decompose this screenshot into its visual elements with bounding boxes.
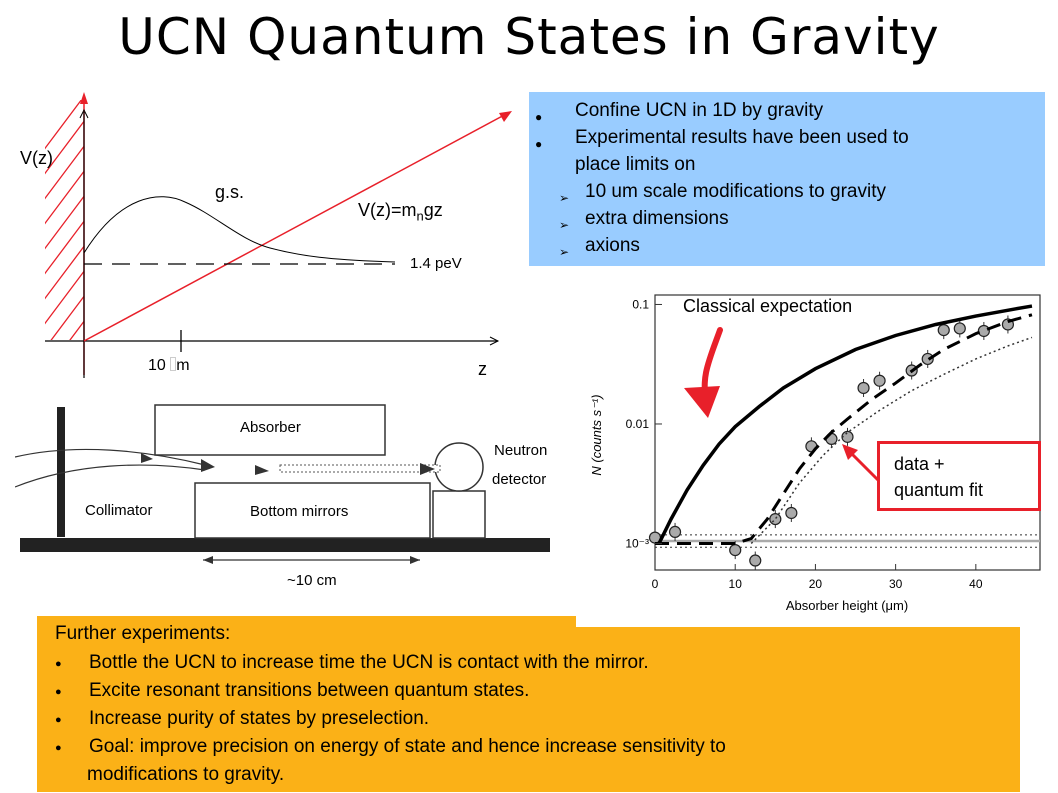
bottom-mirrors-block [194,482,431,539]
y-tick-label: 0.01 [626,417,650,431]
potential-axis-label: V(z) [20,148,53,168]
x-tick-label: 40 [969,577,983,591]
classical-expectation-label: Classical expectation [683,296,853,316]
wall-arrow-head [80,92,88,104]
collimator-label: Collimator [85,502,153,519]
bullet-continuation: place limits on [575,154,696,175]
x-tick-label: 20 [809,577,823,591]
bullet-item: ● Experimental results have been used to [535,127,909,151]
collimator-slit [57,407,65,537]
wall-hatching [45,100,84,340]
potential-line [83,112,509,342]
data-point [873,374,886,387]
plot-frame [654,294,1041,571]
ground-state-label: g.s. [215,182,245,202]
bottom-mirrors-label: Bottom mirrors [250,503,348,520]
data-point [857,381,870,395]
z-axis-label: z [478,359,487,379]
further-item: ● Increase purity of states by preselecti… [55,708,430,729]
count-rate-chart: 0 10 20 30 40 10⁻³ 0.01 0.1 Absorber height (μm… [589,294,1041,613]
energy-label: 1.4 peV [410,255,462,272]
x-tick-label: 10 [729,577,743,591]
y-axis-label: N (counts s⁻¹) [589,394,604,475]
data-point [937,324,950,337]
data-point [785,506,798,520]
further-item: ● Goal: improve precision on energy of st… [55,736,726,757]
sub-bullet-item: ➢ 10 um scale modifications to gravity [559,181,886,205]
y-tick-label: 0.1 [632,297,649,311]
further-heading: Further experiments: [55,623,231,644]
data-fit-annotation: data + quantum fit [877,441,1041,511]
data-point [921,352,934,366]
absorber-label: Absorber [240,419,301,436]
data-point [953,322,966,335]
potential-formula: V(z)=mngz [358,200,443,224]
data-point [668,525,682,539]
detector-sphere [434,442,484,492]
x-tick-label: 30 [889,577,903,591]
y-tick-label: 10⁻³ [625,536,649,550]
further-box [37,627,1020,792]
scale-label: 10 m [148,357,190,374]
further-item: ● Bottle the UCN to increase time the UCN… [55,652,649,673]
summary-box: ● Confine UCN in 1D by gravity ● Experimen… [529,92,1045,266]
base-plate [20,538,550,552]
x-tick-label: 0 [652,577,659,591]
potential-diagram [45,92,512,378]
sub-bullet-item: ➢ extra dimensions [559,208,729,232]
dotted-curve [750,336,1033,545]
data-point [769,512,782,526]
x-axis-label: Absorber height (μm) [786,598,908,613]
further-item: ● Excite resonant transitions between qua… [55,680,530,701]
sub-bullet-item: ➢ axions [559,235,640,259]
detector-label: detector [492,471,546,488]
absorber-block [154,404,386,456]
ground-state-wavefunction [83,196,396,263]
detector-box [432,490,486,539]
slide-title: UCN Quantum States in Gravity [118,8,940,66]
data-point [749,554,762,567]
scale-10cm-label: ~10 cm [287,572,337,589]
missing-glyph-icon [170,357,177,371]
neutron-label: Neutron [494,442,547,459]
bullet-item: ● Confine UCN in 1D by gravity [535,100,824,124]
classical-arrow [684,327,723,418]
further-item-continuation: modifications to gravity. [87,764,285,785]
classical-curve [657,304,1033,545]
data-point [729,544,742,557]
data-point [977,324,990,338]
data-fit-arrow [842,444,880,482]
apparatus-diagram: Absorber Bottom mirrors Collimator Neutr… [15,404,550,589]
